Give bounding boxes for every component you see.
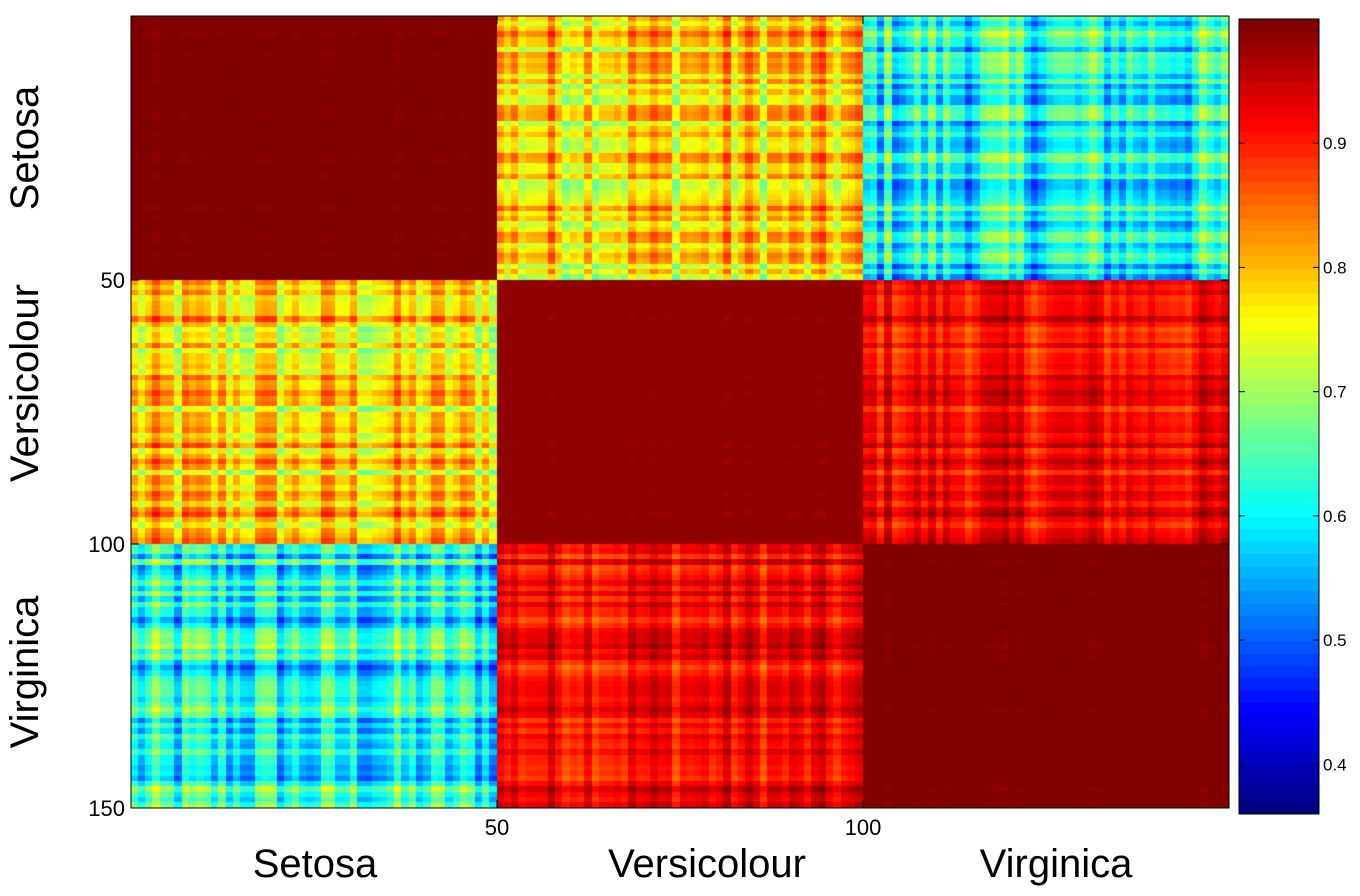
y-group-label: Virginica bbox=[3, 595, 47, 748]
x-group-label: Virginica bbox=[980, 842, 1133, 886]
colorbar-tick-label: 0.8 bbox=[1323, 258, 1347, 277]
y-group-label: Setosa bbox=[3, 85, 47, 210]
colorbar-tick-label: 0.4 bbox=[1323, 755, 1347, 774]
y-group-label: Versicolour bbox=[3, 284, 47, 482]
colorbar-tick-label: 0.5 bbox=[1323, 631, 1347, 650]
colorbar-tick-label: 0.6 bbox=[1323, 507, 1347, 526]
plot-frame bbox=[130, 15, 1230, 809]
colorbar-frame bbox=[1238, 18, 1320, 815]
y-tick-label: 100 bbox=[88, 532, 125, 557]
x-tick-label: 50 bbox=[485, 815, 509, 840]
similarity-heatmap bbox=[131, 16, 1229, 808]
colorbar-tick-label: 0.9 bbox=[1323, 134, 1347, 153]
x-group-label: Versicolour bbox=[608, 842, 806, 886]
x-tick-label: 100 bbox=[845, 815, 882, 840]
colorbar-tick-label: 0.7 bbox=[1323, 383, 1347, 402]
colorbar-gradient bbox=[1239, 19, 1319, 814]
x-group-label: Setosa bbox=[253, 842, 378, 886]
y-tick-label: 150 bbox=[88, 796, 125, 821]
y-tick-label: 50 bbox=[101, 268, 125, 293]
